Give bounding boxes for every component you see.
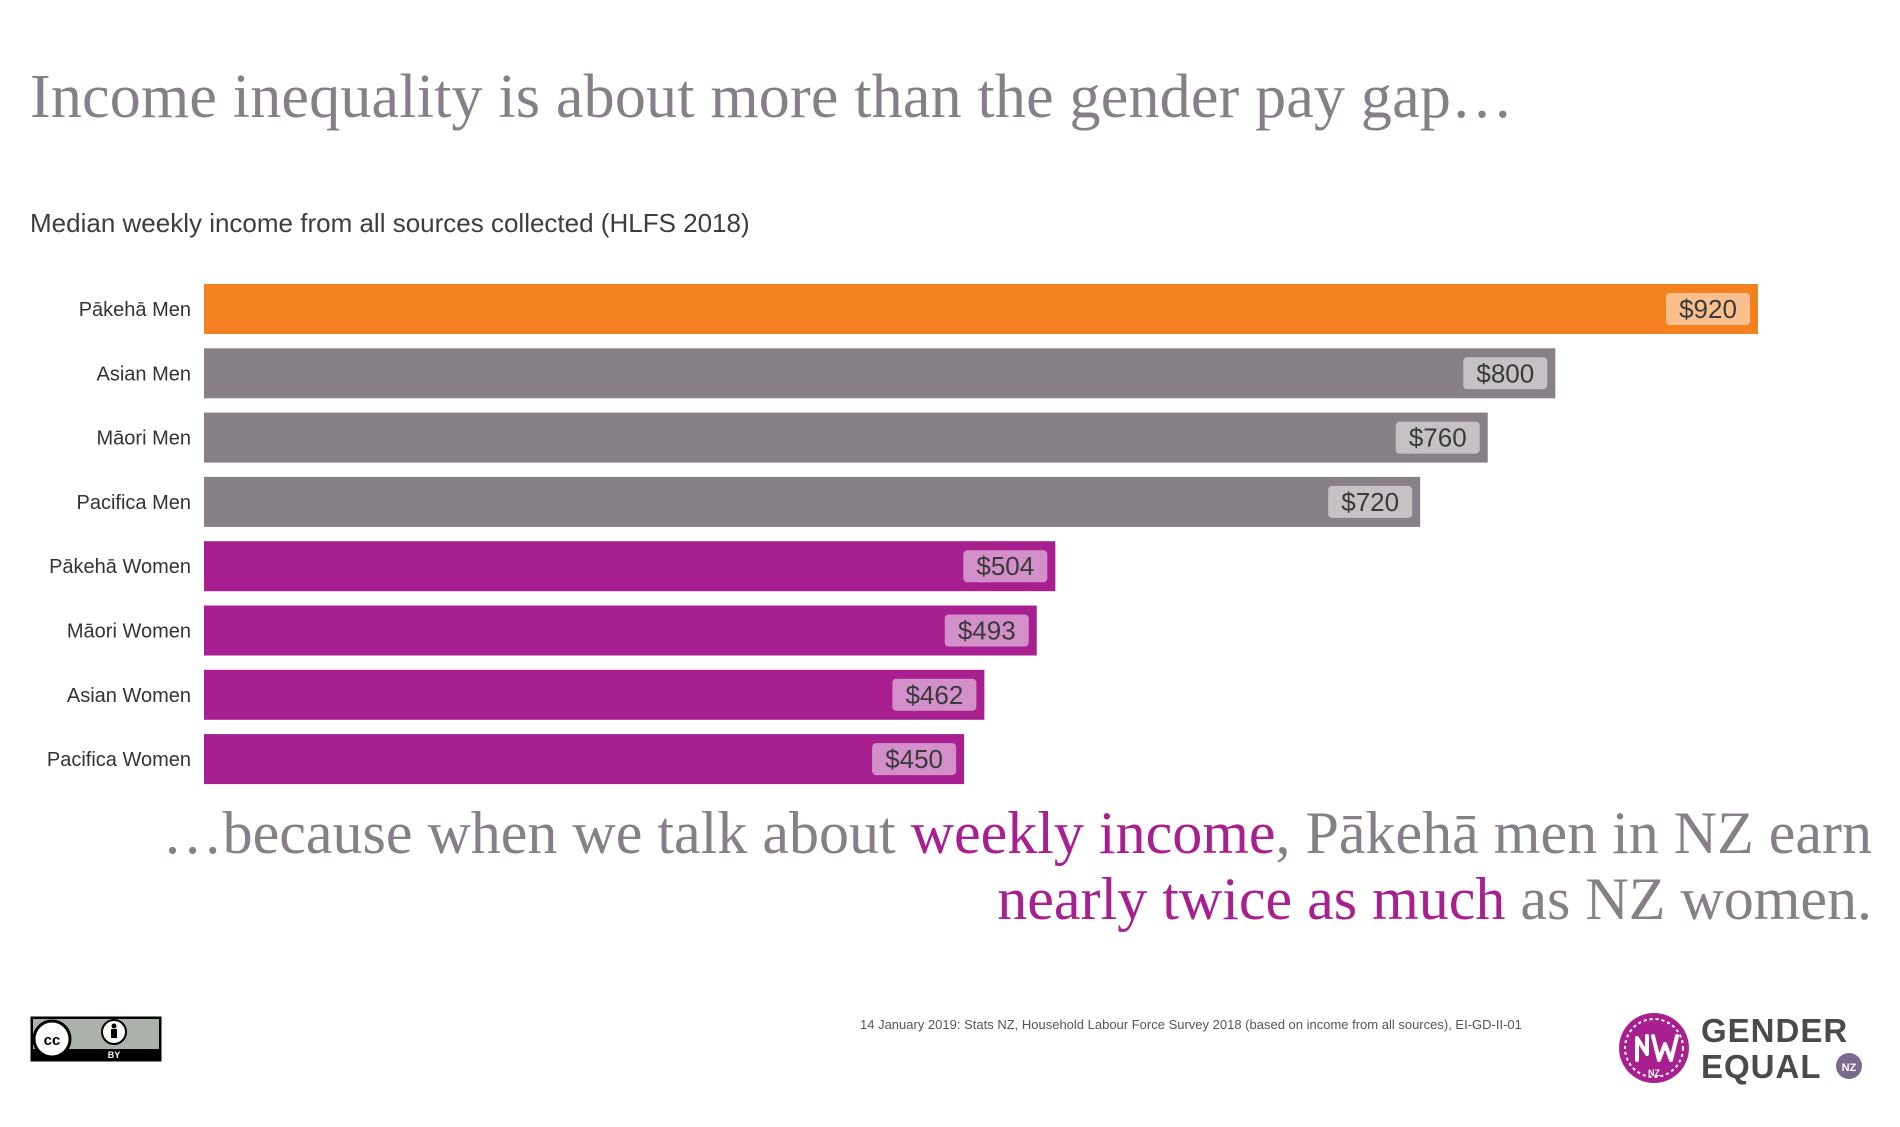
nz-badge-text: NZ <box>1842 1062 1857 1074</box>
cc-by-license-badge[interactable]: cc BY <box>30 1016 162 1067</box>
value-label: $462 <box>905 680 963 710</box>
value-label: $450 <box>885 744 943 774</box>
category-label: Asian Men <box>97 363 192 385</box>
bar <box>204 412 1488 463</box>
bar <box>204 734 965 785</box>
value-label-box <box>1328 485 1413 518</box>
bar-chart: Pākehā Men $920 Asian Men $800 Māori Men $760… <box>47 284 1758 785</box>
cc-icon-text: cc <box>44 1032 61 1049</box>
value-label-box <box>892 678 977 711</box>
value-label: $493 <box>958 616 1016 646</box>
category-label: Pākehā Women <box>49 556 191 578</box>
bar <box>204 284 1758 334</box>
value-label-box <box>944 614 1029 647</box>
tagline-highlight-weekly-income: weekly income <box>910 800 1276 866</box>
tagline-part-1: …because when we talk about <box>162 800 911 866</box>
value-label-box <box>1666 293 1750 325</box>
category-label: Asian Women <box>67 685 191 707</box>
category-label: Māori Men <box>97 428 191 450</box>
value-label-box <box>963 550 1048 583</box>
chart-title: Median weekly income from all sources co… <box>30 208 750 238</box>
tagline: …because when we talk about weekly incom… <box>163 800 1872 932</box>
logo-word-equal: EQUAL <box>1701 1048 1822 1085</box>
value-label: $720 <box>1341 487 1399 517</box>
value-label-box <box>1463 357 1548 390</box>
bar <box>204 348 1556 399</box>
cc-icon <box>32 1019 72 1059</box>
value-label-box <box>1395 421 1480 454</box>
tagline-part-5: as NZ women. <box>1505 866 1872 932</box>
tagline-part-3: , Pākehā men in NZ earn <box>1275 800 1872 866</box>
value-label: $760 <box>1409 423 1467 453</box>
bar <box>204 605 1037 656</box>
bar <box>204 476 1421 527</box>
value-label: $920 <box>1679 294 1737 324</box>
by-label: BY <box>108 1050 121 1060</box>
bar <box>204 541 1056 592</box>
logo-mark-text: NZ <box>1648 1068 1660 1078</box>
bar <box>204 669 985 720</box>
logo-word-gender: GENDER <box>1701 1012 1849 1049</box>
page-title: Income inequality is about more than the… <box>30 63 1514 131</box>
category-label: Pacifica Women <box>47 749 191 771</box>
gender-equal-nz-logo[interactable]: NZ GENDER EQUAL NZ <box>1617 1010 1867 1086</box>
tagline-highlight-twice: nearly twice as much <box>997 866 1506 932</box>
value-label: $800 <box>1476 358 1534 388</box>
value-label-box <box>872 743 957 776</box>
nz-badge-icon <box>1836 1053 1862 1079</box>
value-label: $504 <box>976 551 1034 581</box>
category-label: Pākehā Men <box>79 299 191 321</box>
source-note: 14 January 2019: Stats NZ, Household Lab… <box>860 1017 1522 1032</box>
category-label: Pacifica Men <box>77 492 192 514</box>
category-label: Māori Women <box>67 621 191 643</box>
